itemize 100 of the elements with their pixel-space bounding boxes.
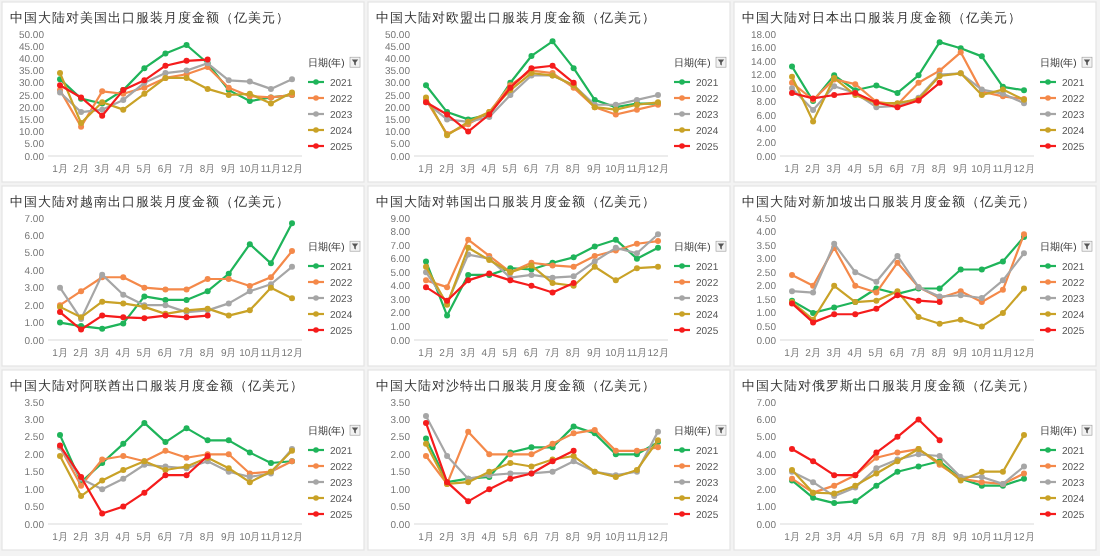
line-series <box>423 62 577 135</box>
point <box>423 82 429 89</box>
point <box>423 263 429 270</box>
point <box>549 38 556 45</box>
point <box>1021 87 1027 94</box>
point <box>936 437 943 444</box>
point <box>57 453 63 460</box>
point <box>507 460 514 466</box>
point <box>141 84 148 91</box>
line-series <box>57 220 295 332</box>
point <box>957 316 964 323</box>
point <box>57 319 63 326</box>
point <box>444 284 451 291</box>
point <box>120 291 127 298</box>
point <box>120 106 127 113</box>
point <box>528 463 535 470</box>
point <box>183 314 190 321</box>
point <box>225 92 232 98</box>
line-series <box>423 437 661 487</box>
point <box>465 244 472 251</box>
point <box>873 297 880 304</box>
point <box>465 498 472 505</box>
point <box>894 468 901 475</box>
point <box>423 258 429 265</box>
point <box>204 312 211 319</box>
point <box>570 430 577 437</box>
point <box>831 92 838 98</box>
point <box>141 90 148 97</box>
point <box>465 128 472 135</box>
point <box>204 85 211 92</box>
point <box>225 270 232 277</box>
point <box>873 278 880 285</box>
point <box>246 479 253 486</box>
point <box>120 314 127 321</box>
point <box>655 244 661 251</box>
point <box>289 76 295 83</box>
line-series <box>789 432 1027 497</box>
point <box>549 62 556 69</box>
point <box>246 449 253 456</box>
point <box>655 444 661 451</box>
point <box>289 248 295 255</box>
point <box>78 288 85 295</box>
point <box>57 82 63 89</box>
line-series <box>57 284 295 321</box>
point <box>831 304 838 311</box>
point <box>486 486 493 493</box>
point <box>549 280 556 287</box>
point <box>225 312 232 319</box>
point <box>852 81 859 88</box>
point <box>1021 432 1027 439</box>
point <box>570 458 577 465</box>
point <box>246 307 253 314</box>
point <box>99 112 106 119</box>
point <box>810 479 817 486</box>
point <box>978 323 985 330</box>
point <box>936 299 943 306</box>
point <box>789 288 795 295</box>
point <box>120 320 127 327</box>
point <box>204 437 211 444</box>
point <box>99 486 106 493</box>
point <box>894 449 901 456</box>
point <box>591 252 598 259</box>
point <box>789 271 795 278</box>
point <box>978 53 985 60</box>
point <box>936 453 943 460</box>
point <box>915 297 922 304</box>
point <box>549 468 556 475</box>
point <box>999 286 1006 293</box>
point <box>120 96 127 103</box>
point <box>936 39 943 46</box>
point <box>162 447 169 454</box>
point <box>141 315 148 322</box>
point <box>978 266 985 273</box>
point <box>57 309 63 316</box>
point <box>570 65 577 72</box>
point <box>831 482 838 489</box>
point <box>225 451 232 458</box>
point <box>873 482 880 489</box>
point <box>591 258 598 265</box>
point <box>246 98 253 105</box>
point <box>141 293 148 300</box>
point <box>99 312 106 319</box>
point <box>99 510 106 517</box>
point <box>789 446 795 453</box>
point <box>873 470 880 477</box>
point <box>267 460 274 466</box>
point <box>225 437 232 444</box>
point <box>810 458 817 465</box>
point <box>57 70 63 77</box>
point <box>999 309 1006 316</box>
point <box>852 282 859 289</box>
point <box>999 258 1006 265</box>
point <box>655 428 661 435</box>
point <box>507 470 514 477</box>
point <box>423 435 429 442</box>
point <box>99 88 106 95</box>
point <box>183 57 190 64</box>
point <box>1021 250 1027 257</box>
point <box>831 83 838 90</box>
line-series <box>423 236 661 291</box>
